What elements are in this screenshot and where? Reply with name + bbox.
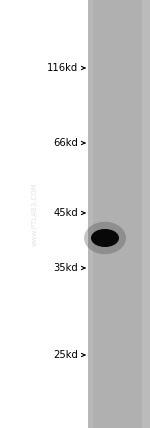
Bar bbox=[88, 0, 93, 428]
Bar bbox=[142, 0, 150, 428]
Text: 66kd: 66kd bbox=[53, 138, 78, 148]
Text: 116kd: 116kd bbox=[47, 63, 78, 73]
Text: 25kd: 25kd bbox=[53, 350, 78, 360]
Ellipse shape bbox=[84, 222, 126, 254]
Text: 35kd: 35kd bbox=[53, 263, 78, 273]
Text: 45kd: 45kd bbox=[53, 208, 78, 218]
Ellipse shape bbox=[91, 229, 119, 247]
Bar bbox=[88, 0, 150, 428]
Text: www.PTLAB3.COM: www.PTLAB3.COM bbox=[32, 182, 38, 246]
